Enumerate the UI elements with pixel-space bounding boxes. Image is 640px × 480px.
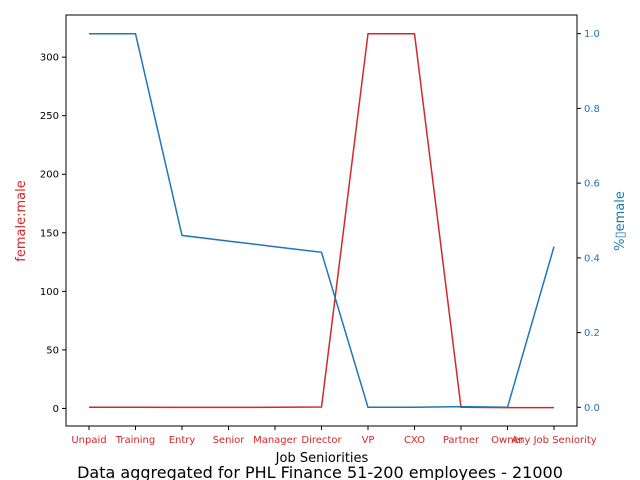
x-tick-label: Entry [169, 435, 196, 446]
right-y-tick-label: 0.8 [584, 104, 600, 115]
x-tick-label: Any Job Seniority [511, 435, 596, 446]
left-y-tick-label: 300 [40, 53, 59, 64]
x-tick-label: Manager [253, 435, 298, 446]
x-tick-label: VP [362, 435, 375, 446]
x-tick-label: Senior [213, 435, 246, 446]
x-tick-label: CXO [404, 435, 425, 446]
x-tick-label: Director [301, 435, 342, 446]
left-y-tick-label: 50 [46, 345, 59, 356]
x-axis: Unpaid Training Entry Senior Manager Director… [71, 426, 597, 446]
left-y-tick-label: 250 [40, 111, 59, 122]
right-y-axis-label: %▯emale [613, 191, 628, 251]
left-y-axis: 0 50 100 150 200 250 300 [40, 53, 66, 415]
caption: Data aggregated for PHL Finance 51-200 e… [77, 463, 563, 480]
left-y-tick-label: 200 [40, 170, 59, 181]
left-y-axis-label: female:male [14, 180, 29, 261]
x-tick-label: Partner [443, 435, 480, 446]
left-y-tick-label: 150 [40, 228, 59, 239]
right-y-tick-label: 0.2 [584, 328, 600, 339]
series-layer [89, 32, 555, 409]
right-y-tick-label: 0.4 [584, 253, 600, 264]
x-axis-label: Job Seniorities [275, 451, 369, 466]
right-y-tick-label: 1.0 [584, 29, 600, 40]
right-y-tick-label: 0.0 [584, 403, 600, 414]
plot-border [65, 14, 578, 427]
left-y-tick-label: 0 [53, 404, 59, 415]
right-y-tick-label: 0.6 [584, 179, 600, 190]
series-line-percent-female [89, 32, 555, 409]
plot-frame [65, 14, 578, 427]
left-y-tick-label: 100 [40, 287, 59, 298]
series-line-female-male [89, 32, 554, 409]
x-tick-label: Owner [491, 435, 525, 446]
x-tick-label: Training [115, 435, 155, 446]
x-tick-label: Unpaid [71, 435, 106, 446]
right-y-axis: 0.0 0.2 0.4 0.6 0.8 1.0 [577, 29, 600, 414]
